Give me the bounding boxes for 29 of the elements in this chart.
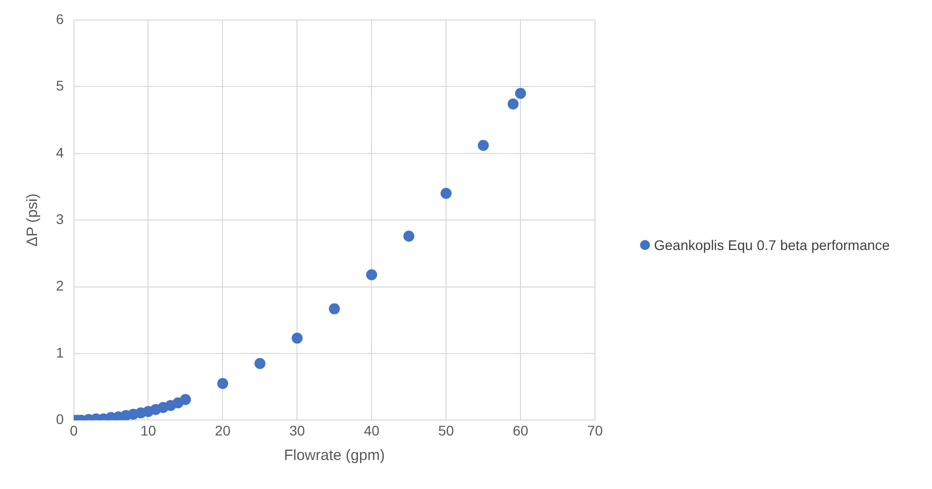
point (180, 394, 191, 406)
point (515, 88, 526, 99)
x-tick-label: 40 (364, 422, 380, 438)
y-axis-title: ΔP (psi) (24, 194, 42, 247)
point (440, 188, 452, 199)
point (328, 303, 340, 314)
x-tick-label: 0 (70, 422, 78, 438)
legend-label: Geankoplis Equ 0.7 beta performance (654, 236, 890, 252)
y-tick-label: 3 (56, 210, 64, 227)
point (508, 98, 519, 110)
y-tick-label: 6 (56, 10, 64, 27)
point (292, 332, 303, 344)
point (254, 358, 266, 370)
y-tick-label: 1 (56, 344, 64, 360)
point (403, 230, 414, 242)
y-tick-label: 5 (56, 78, 64, 94)
y-tick-label: 2 (56, 278, 64, 294)
x-tick-label: 10 (140, 422, 156, 438)
x-tick-label: 20 (214, 422, 231, 438)
point (366, 269, 378, 280)
x-tick-label: 30 (289, 422, 306, 438)
point (478, 140, 489, 151)
y-tick-label: 4 (56, 144, 64, 160)
x-axis-title: Flowrate (gpm) (284, 447, 385, 464)
x-tick-label: 50 (438, 422, 454, 438)
y-tick-label: 0 (56, 411, 64, 428)
x-tick-label: 70 (587, 422, 603, 438)
point (217, 378, 228, 390)
x-tick-label: 60 (512, 422, 529, 438)
